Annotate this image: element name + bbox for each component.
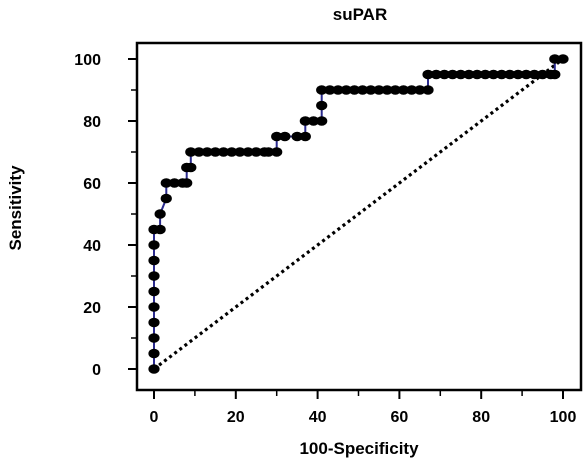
roc-point: [381, 85, 393, 95]
roc-point: [193, 147, 205, 157]
roc-point: [430, 69, 442, 80]
roc-point: [201, 147, 213, 157]
x-axis: 0 20 40 60 80 100: [150, 390, 577, 426]
x-tick-label: 20: [227, 409, 245, 426]
roc-point: [365, 85, 377, 95]
roc-point: [422, 69, 434, 80]
roc-curve-layer: [148, 54, 569, 374]
roc-point: [471, 69, 483, 80]
roc-point: [242, 147, 254, 157]
x-tick-label: 100: [550, 409, 577, 426]
roc-point: [397, 85, 410, 95]
roc-point: [181, 178, 193, 188]
roc-point: [422, 85, 434, 95]
roc-point: [438, 69, 450, 80]
roc-point: [185, 147, 197, 157]
roc-point: [504, 69, 516, 80]
roc-point: [262, 147, 275, 157]
roc-point: [160, 193, 172, 204]
roc-point: [154, 209, 166, 219]
roc-point: [217, 147, 230, 157]
roc-point: [549, 54, 561, 64]
roc-point: [148, 317, 160, 328]
roc-point: [316, 85, 328, 95]
roc-point: [332, 85, 344, 95]
y-tick-label: 80: [83, 114, 101, 131]
roc-point: [487, 69, 500, 80]
roc-point: [234, 147, 246, 157]
roc-point: [307, 116, 320, 126]
chart-title: suPAR: [333, 5, 387, 24]
roc-point: [185, 162, 197, 173]
x-tick-label: 40: [309, 409, 327, 426]
roc-point: [340, 85, 352, 95]
y-tick-label: 100: [74, 52, 101, 69]
roc-point: [148, 271, 160, 281]
y-tick-label: 40: [83, 238, 101, 255]
roc-point: [148, 302, 160, 312]
roc-point: [299, 131, 311, 142]
y-tick-label: 60: [83, 176, 101, 193]
roc-point: [316, 100, 328, 111]
roc-point: [148, 286, 160, 297]
y-axis-label: Sensitivity: [6, 165, 25, 251]
roc-point: [316, 116, 328, 126]
roc-point: [536, 69, 549, 80]
reference-diagonal-layer: [153, 57, 564, 371]
roc-point: [148, 240, 160, 250]
roc-point: [549, 69, 561, 80]
x-tick-label: 60: [391, 409, 409, 426]
roc-point: [373, 85, 385, 95]
roc-point: [463, 69, 475, 80]
roc-point: [148, 255, 160, 266]
roc-point: [356, 85, 369, 95]
y-axis: 0 20 40 60 80 100: [74, 52, 137, 379]
roc-point: [148, 333, 160, 343]
roc-point: [406, 85, 418, 95]
roc-point: [148, 348, 160, 359]
roc-point: [271, 147, 283, 157]
roc-point: [148, 364, 160, 374]
roc-point: [160, 178, 172, 188]
x-axis-label: 100-Specificity: [299, 439, 419, 458]
reference-diagonal-line: [153, 57, 564, 371]
roc-point: [479, 69, 491, 80]
roc-point: [520, 69, 532, 80]
y-tick-label: 20: [83, 300, 101, 317]
roc-point: [291, 131, 303, 142]
x-tick-label: 80: [472, 409, 490, 426]
y-tick-label: 0: [92, 362, 101, 379]
roc-point: [446, 69, 459, 80]
roc-point: [154, 224, 166, 235]
roc-point: [271, 131, 283, 142]
roc-point: [528, 69, 540, 80]
roc-point: [414, 85, 426, 95]
roc-point: [324, 85, 336, 95]
roc-point: [455, 69, 467, 80]
roc-point: [557, 54, 569, 64]
roc-point: [209, 147, 221, 157]
roc-point: [299, 116, 311, 126]
x-tick-label: 0: [150, 409, 159, 426]
roc-point: [168, 178, 181, 188]
roc-point: [348, 85, 361, 95]
roc-point: [250, 147, 262, 157]
roc-point: [279, 131, 291, 142]
roc-point: [389, 85, 401, 95]
plot-frame: [135, 41, 583, 392]
roc-point: [512, 69, 524, 80]
roc-point: [496, 69, 508, 80]
roc-point: [226, 147, 238, 157]
